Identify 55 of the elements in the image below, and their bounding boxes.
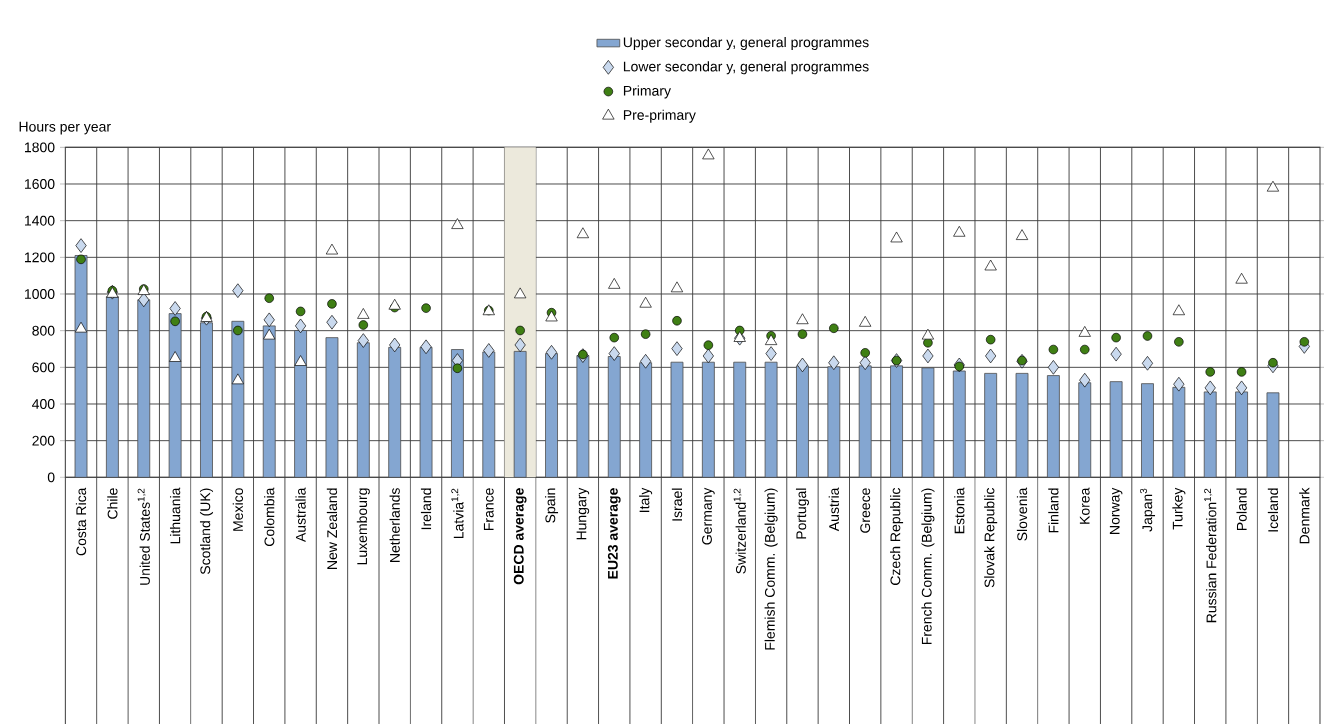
x-tick-label: Lithuania bbox=[169, 487, 181, 544]
x-tick-label: Chile bbox=[107, 488, 118, 519]
legend-label: Primary bbox=[623, 85, 671, 99]
x-tick-label: Turkey bbox=[1172, 487, 1186, 530]
x-tick-label: Italy bbox=[639, 487, 653, 512]
y-tick-label: 1400 bbox=[25, 215, 55, 226]
x-tick-label: Switzerland$^{1,2}$ bbox=[733, 488, 746, 574]
x-tick-label: Scotland (UK) bbox=[199, 488, 214, 574]
x-tick-label: Poland bbox=[1236, 488, 1247, 530]
x-tick-label: Slovenia bbox=[1016, 487, 1028, 541]
x-tick-label: Korea bbox=[1079, 487, 1090, 524]
y-tick-label: 1000 bbox=[25, 288, 55, 299]
legend-label: Lower secondar y, general programmes bbox=[623, 61, 869, 75]
x-tick-label: Greece bbox=[860, 488, 871, 533]
x-tick-label: Portugal bbox=[795, 488, 809, 539]
x-tick-label: Israel bbox=[671, 488, 683, 521]
x-tick-label: French Comm. (Belgium) bbox=[921, 488, 935, 644]
x-tick-label: Denmark bbox=[1299, 487, 1310, 544]
x-tick-label: Estonia bbox=[954, 487, 965, 533]
x-tick-label: Luxembourg bbox=[356, 488, 370, 565]
x-tick-label: Russian Federation$^{1,2}$ bbox=[1204, 488, 1217, 622]
x-tick-label: Colombia bbox=[264, 487, 275, 546]
y-tick-label: 1200 bbox=[25, 252, 55, 263]
y-axis-title: Hours per year bbox=[19, 121, 111, 135]
x-tick-label: Spain bbox=[545, 488, 559, 523]
y-tick-label: 800 bbox=[32, 325, 55, 336]
x-tick-label: Austria bbox=[828, 487, 839, 531]
x-tick-label: Czech Republic bbox=[890, 487, 904, 585]
y-tick-label: 400 bbox=[32, 398, 55, 409]
x-tick-label: OECD average bbox=[513, 487, 527, 585]
x-tick-label: Costa Rica bbox=[75, 487, 87, 556]
y-tick-label: 600 bbox=[32, 362, 55, 373]
y-tick-label: 1600 bbox=[25, 178, 55, 189]
x-tick-label: Iceland bbox=[1267, 488, 1279, 532]
x-tick-label: Mexico bbox=[232, 488, 244, 531]
x-tick-label: Australia bbox=[295, 487, 306, 542]
x-tick-label: Norway bbox=[1109, 487, 1123, 534]
x-tick-label: New Zealand bbox=[326, 488, 338, 569]
x-tick-label: Finland bbox=[1048, 488, 1059, 533]
x-tick-label: Latvia$^{1,2}$ bbox=[451, 488, 464, 538]
x-tick-label: Netherlands bbox=[389, 487, 400, 562]
x-tick-label: Japan$^{3}$ bbox=[1139, 488, 1156, 532]
legend-label: Pre-primary bbox=[623, 109, 696, 123]
y-tick-label: 200 bbox=[32, 435, 55, 446]
x-tick-label: United States$^{1,2}$ bbox=[137, 488, 150, 585]
x-tick-label: Ireland bbox=[420, 488, 432, 529]
x-tick-label: Slovak Republic bbox=[984, 487, 998, 588]
y-tick-label: 1800 bbox=[25, 142, 55, 153]
x-tick-label: Flemish Comm. (Belgium) bbox=[764, 488, 778, 650]
y-tick-label: 0 bbox=[47, 472, 55, 483]
x-tick-label: Hungary bbox=[576, 487, 590, 540]
x-tick-label: EU23 average bbox=[607, 487, 621, 579]
x-tick-label: France bbox=[483, 488, 494, 530]
x-tick-label: Germany bbox=[702, 487, 715, 545]
legend-label: Upper secondar y, general programmes bbox=[623, 36, 869, 50]
